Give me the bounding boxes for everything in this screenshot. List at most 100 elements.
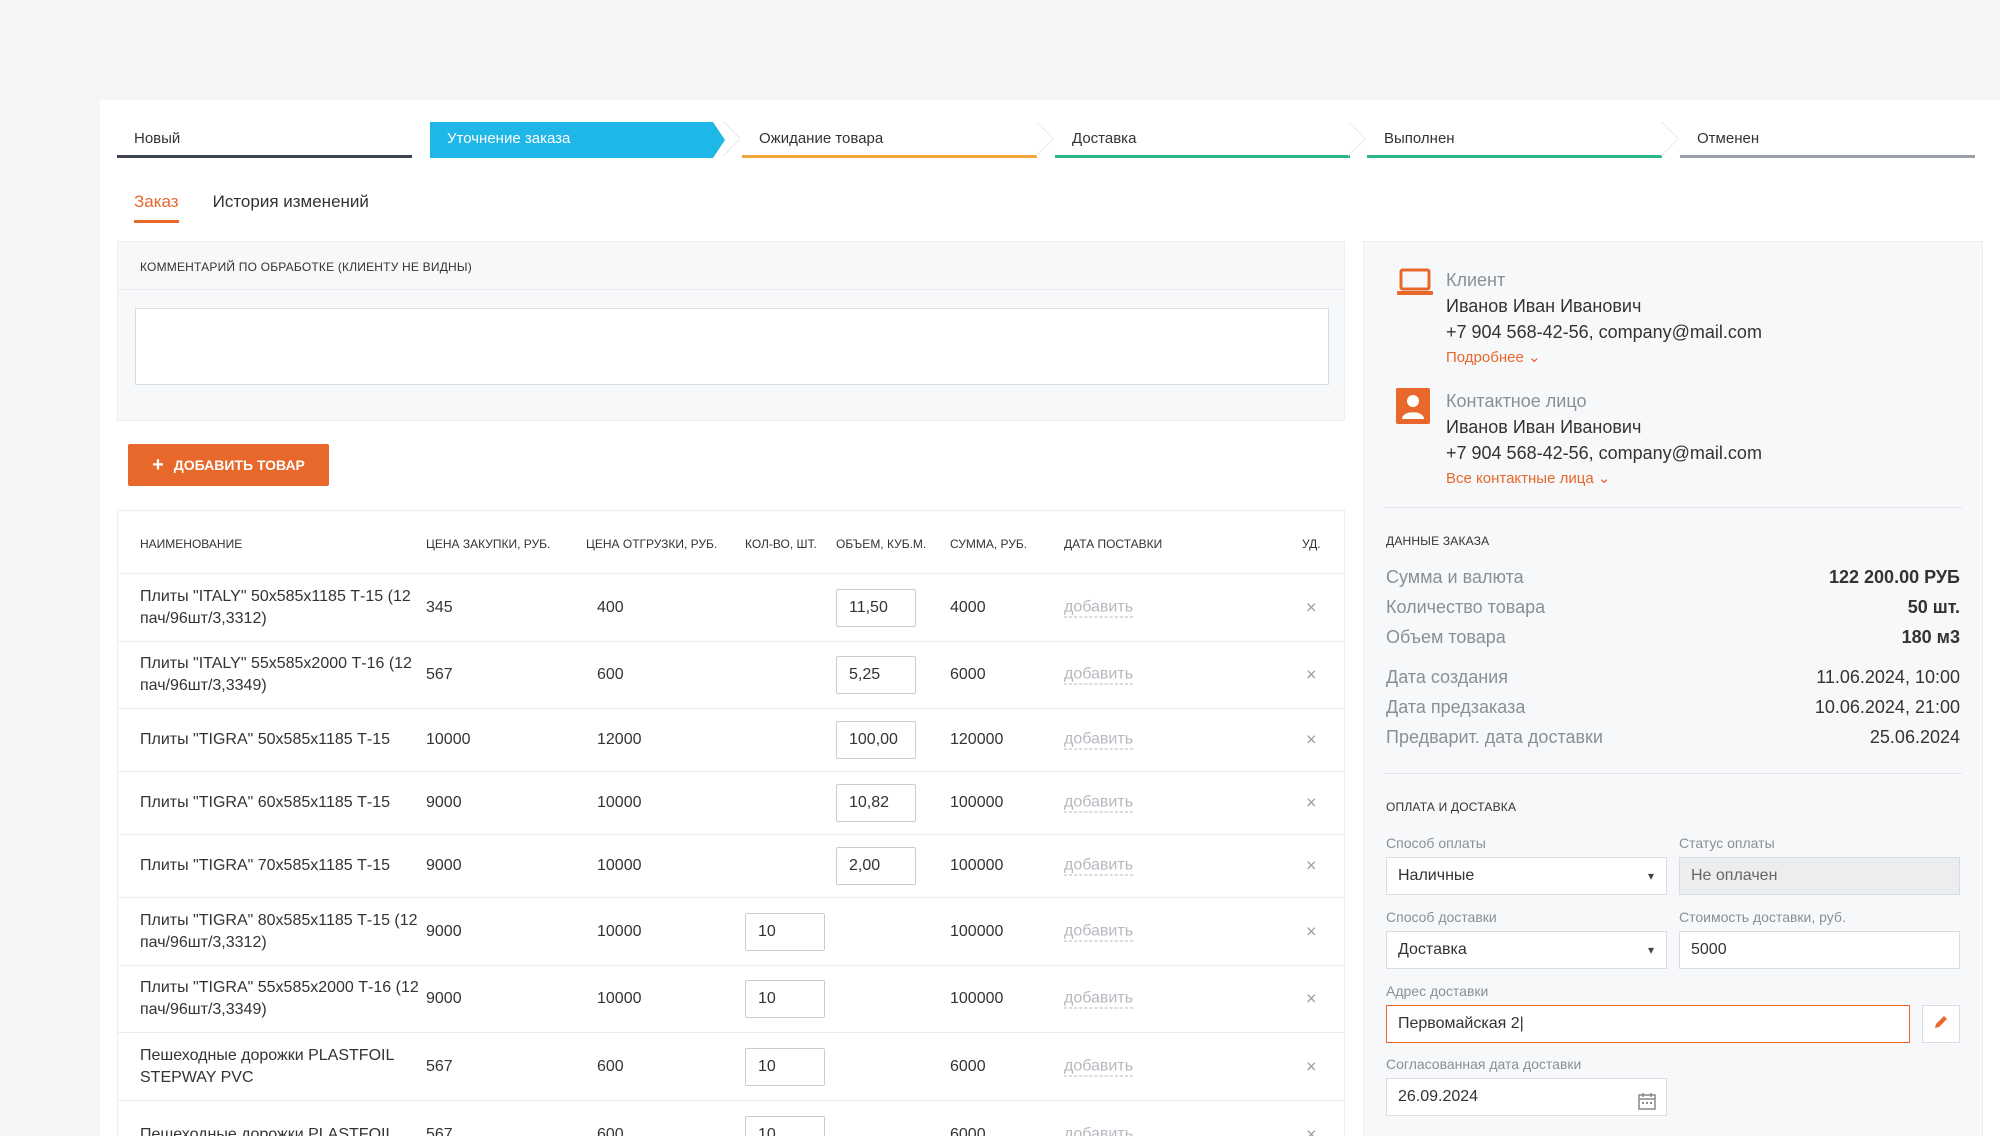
contact-person-name: Иванов Иван Иванович [1446,417,1642,437]
purchase-price: 567 [426,666,453,683]
step-separator-icon [1658,122,1678,158]
status-step[interactable]: Уточнение заказа [430,122,725,158]
comment-title: КОММЕНТАРИЙ ПО ОБРАБОТКЕ (КЛИЕНТУ НЕ ВИД… [140,260,472,274]
client-more-link[interactable]: Подробнее ⌄ [1446,345,1946,371]
table-row: Плиты "TIGRA" 55х585х2000 Т-16 (12 пач/9… [118,966,1344,1033]
step-separator-icon [720,122,740,158]
status-step[interactable]: Отменен [1680,122,1975,158]
status-step[interactable]: Выполнен [1367,122,1662,158]
status-step[interactable]: Ожидание товара [742,122,1037,158]
add-delivery-date-link[interactable]: добавить [1064,665,1134,685]
order-data-key: Предварит. дата доставки [1386,727,1603,747]
delivery-address-input[interactable]: Первомайская 2| [1386,1005,1910,1043]
payment-method-label: Способ оплаты [1386,835,1486,851]
payment-status-value: Не оплачен [1691,867,1778,884]
volume-field [836,721,916,759]
delete-icon[interactable]: × [1306,597,1317,617]
table-header: НАИМЕНОВАНИЕ ЦЕНА ЗАКУПКИ, РУБ. ЦЕНА ОТГ… [118,511,1344,574]
edit-address-button[interactable] [1922,1005,1960,1043]
delete-icon[interactable]: × [1306,921,1317,941]
add-delivery-date-link[interactable]: добавить [1064,730,1134,750]
client-name: Иванов Иван Иванович [1446,296,1642,316]
delete-icon[interactable]: × [1306,855,1317,876]
add-delivery-date-link[interactable]: добавить [1064,989,1134,1009]
order-data-key: Объем товара [1386,627,1506,647]
payment-method-select[interactable]: Наличные ▾ [1386,857,1667,895]
row-sum: 100000 [950,794,1004,811]
qty-input[interactable] [745,1115,825,1136]
add-delivery-date-link[interactable]: добавить [1064,598,1134,617]
volume-field [836,847,916,885]
status-step-bar [742,155,1037,158]
qty-field [745,912,825,951]
status-step-bar [1367,155,1662,158]
delete-icon[interactable]: × [1306,792,1317,813]
tabs: Заказ История изменений [134,192,369,223]
volume-input[interactable] [836,588,916,627]
calendar-icon[interactable] [1638,1088,1656,1124]
add-delivery-date-link[interactable]: добавить [1064,1125,1133,1136]
payment-status-label: Статус оплаты [1679,835,1775,851]
add-delivery-date-link[interactable]: добавить [1064,1057,1134,1076]
tab-order[interactable]: Заказ [134,192,179,223]
status-step[interactable]: Доставка [1055,122,1350,158]
volume-input[interactable] [836,784,916,822]
status-step-bar [117,155,412,158]
delivery-method-select[interactable]: Доставка ▾ [1386,931,1667,969]
order-data-key: Дата создания [1386,667,1508,687]
order-data-row: Предварит. дата доставки 25.06.2024 [1386,727,1960,757]
delete-icon[interactable]: × [1306,664,1317,685]
col-volume: ОБЪЕМ, КУБ.М. [836,537,927,551]
contact-person-contacts: +7 904 568-42-56, company@mail.com [1446,443,1762,463]
col-purchase: ЦЕНА ЗАКУПКИ, РУБ. [426,537,551,551]
qty-input[interactable] [745,1047,825,1086]
volume-input[interactable] [836,656,916,694]
delete-icon[interactable]: × [1306,1124,1317,1136]
delivery-cost-input[interactable]: 5000 [1679,931,1960,969]
product-name: Плиты "TIGRA" 50х585х1185 Т-15 [140,731,390,748]
tab-history[interactable]: История изменений [212,192,369,211]
order-data-value: 10.06.2024, 21:00 [1814,697,1960,717]
status-step-label: Отменен [1697,130,1760,147]
shipment-price: 10000 [597,990,642,1007]
volume-input[interactable] [836,721,916,759]
product-name: Плиты "ITALY" 55х585х2000 Т-16 (12 пач/9… [140,655,412,694]
order-data-value: 11.06.2024, 10:00 [1816,667,1960,687]
agreed-date-input[interactable]: 26.09.2024 [1386,1078,1667,1116]
order-data-row: Дата предзаказа 10.06.2024, 21:00 [1386,697,1960,727]
chevron-down-icon: ⌄ [1527,349,1541,366]
status-step[interactable]: Новый [117,122,412,158]
table-row: Плиты "TIGRA" 50х585х1185 Т-15 10000 12000… [118,709,1344,772]
purchase-price: 10000 [426,731,471,748]
qty-input[interactable] [745,912,825,951]
shipment-price: 10000 [597,922,642,940]
all-contacts-link[interactable]: Все контактные лица ⌄ [1446,466,1946,492]
qty-field [745,980,825,1018]
delete-icon[interactable]: × [1306,1056,1317,1076]
table-row: Плиты "TIGRA" 80х585х1185 Т-15 (12 пач/9… [118,898,1344,966]
delete-icon[interactable]: × [1306,729,1317,750]
delete-icon[interactable]: × [1306,988,1317,1009]
volume-input[interactable] [836,847,916,885]
add-delivery-date-link[interactable]: добавить [1064,793,1134,813]
row-sum: 6000 [950,1125,986,1136]
table-row: Пешеходные дорожки PLASTFOIL STEPWAY PVC… [118,1033,1344,1101]
qty-input[interactable] [745,980,825,1018]
comment-textarea[interactable] [135,308,1329,385]
all-contacts-label: Все контактные лица [1446,470,1594,487]
order-data-value: 122 200.00 РУБ [1829,567,1960,587]
purchase-price: 9000 [426,794,462,811]
add-product-button[interactable]: + ДОБАВИТЬ ТОВАР [128,444,329,486]
add-delivery-date-link[interactable]: добавить [1064,856,1134,876]
qty-field [745,1047,825,1086]
add-delivery-date-link[interactable]: добавить [1064,922,1134,941]
shipment-price: 600 [597,666,624,683]
chevron-down-icon: ⌄ [1597,470,1611,487]
comment-card: КОММЕНТАРИЙ ПО ОБРАБОТКЕ (КЛИЕНТУ НЕ ВИД… [117,241,1345,421]
row-sum: 120000 [950,731,1004,748]
client-contacts: +7 904 568-42-56, company@mail.com [1446,322,1762,342]
delivery-method-label: Способ доставки [1386,909,1497,925]
products-table: НАИМЕНОВАНИЕ ЦЕНА ЗАКУПКИ, РУБ. ЦЕНА ОТГ… [117,510,1345,1136]
order-data-row: Объем товара 180 м3 [1386,627,1960,657]
col-qty: КОЛ-ВО, ШТ. [745,537,817,551]
